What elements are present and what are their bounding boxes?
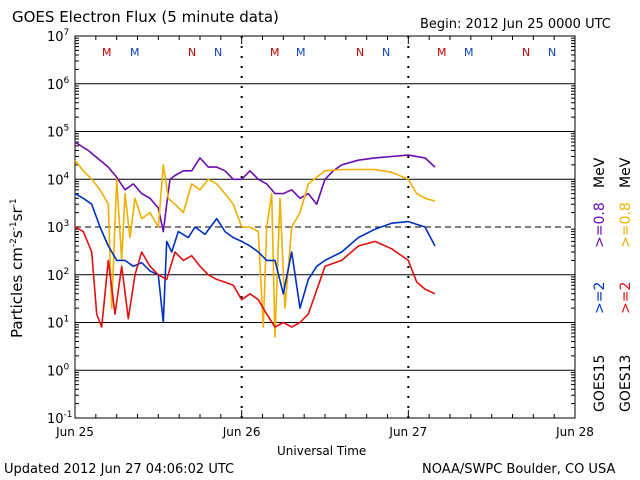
y-tick-label: 100 [47, 362, 70, 379]
marker-m2: M [130, 46, 140, 59]
chart-title: GOES Electron Flux (5 minute data) [12, 8, 279, 26]
y-tick-label: 107 [47, 28, 69, 45]
marker-m5: M [437, 46, 447, 59]
y-tick-label: 10-1 [47, 410, 73, 427]
legend-g13-ge2: >=2 [618, 282, 634, 314]
marker-m3: M [270, 46, 280, 59]
x-tick-label: Jun 27 [388, 425, 427, 439]
series-g15_ge2 [74, 192, 436, 324]
event-markers: M M N N M M N N M M N N [102, 46, 556, 59]
x-tick-label: Jun 28 [555, 425, 594, 439]
legend-g13-ge08: >=0.8 [618, 202, 634, 248]
legend-unit-1: MeV [592, 157, 608, 188]
x-tick-label: Jun 26 [222, 425, 261, 439]
marker-n6: N [548, 46, 556, 59]
x-axis-label: Universal Time [277, 444, 366, 458]
updated-time: Updated 2012 Jun 27 04:06:02 UTC [4, 462, 234, 477]
marker-n3: N [356, 46, 364, 59]
y-tick-label: 103 [47, 219, 69, 236]
begin-time: Begin: 2012 Jun 25 0000 UTC [420, 17, 611, 32]
marker-n2: N [214, 46, 222, 59]
marker-n1: N [188, 46, 196, 59]
marker-m4: M [296, 46, 306, 59]
series-g13_ge2 [74, 226, 436, 328]
x-tick-label: Jun 25 [55, 425, 94, 439]
y-tick-labels: 107 106 105 104 103 102 101 100 10-1 [47, 28, 73, 427]
legend-g15-ge08: >=0.8 [592, 202, 608, 248]
credit: NOAA/SWPC Boulder, CO USA [422, 462, 615, 477]
y-tick-label: 105 [47, 124, 69, 141]
legend-goes13: GOES13 [618, 355, 634, 412]
marker-n4: N [382, 46, 390, 59]
legend-g15-ge2: >=2 [592, 282, 608, 314]
y-tick-label: 106 [47, 76, 70, 93]
y-tick-label: 101 [47, 315, 69, 332]
x-tick-labels: Jun 25 Jun 26 Jun 27 Jun 28 [55, 425, 594, 439]
legend-unit-2: MeV [618, 157, 634, 188]
series-g15_ge08 [74, 141, 436, 233]
y-tick-label: 102 [47, 267, 69, 284]
data-series [74, 141, 436, 338]
legend-goes15: GOES15 [592, 355, 608, 412]
y-tick-label: 104 [47, 171, 70, 188]
marker-n5: N [522, 46, 530, 59]
legend: GOES15 GOES13 >=2 >=2 >=0.8 >=0.8 MeV Me… [592, 157, 634, 412]
y-axis-label: Particles cm-2s-1sr-1 [8, 198, 26, 338]
series-g13_ge08 [74, 159, 436, 338]
marker-m6: M [464, 46, 474, 59]
marker-m1: M [102, 46, 112, 59]
